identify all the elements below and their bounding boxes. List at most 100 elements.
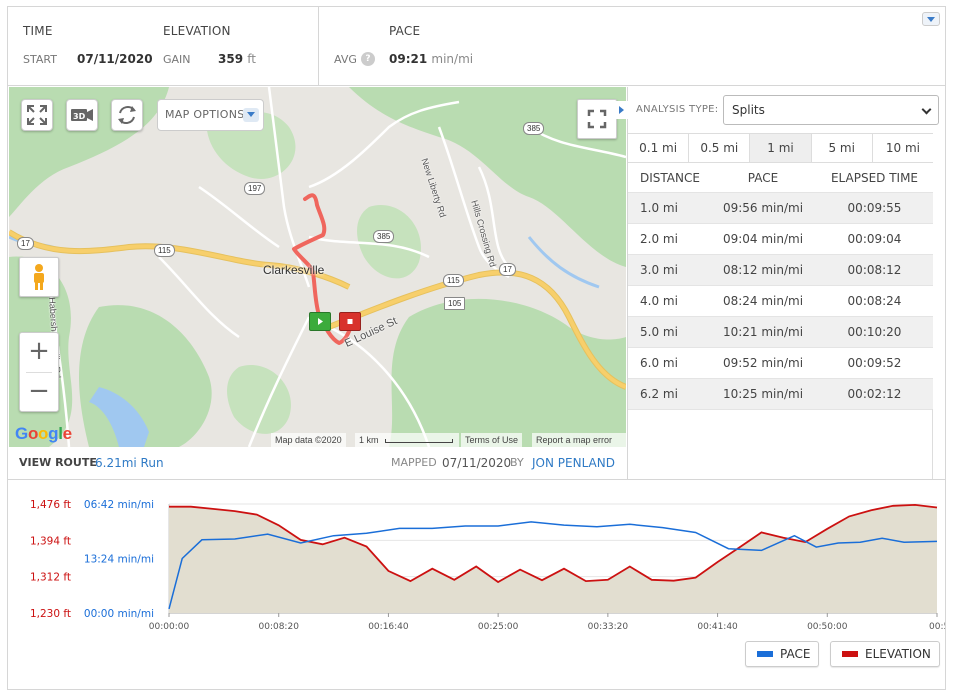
mapped-date: 07/11/2020 <box>442 456 512 470</box>
analysis-type-select[interactable]: Splits <box>723 95 939 125</box>
analysis-type-label: ANALYSIS TYPE: <box>636 104 719 115</box>
table-row: 2.0 mi 09:04 min/mi 00:09:04 <box>628 224 933 255</box>
col-elapsed: ELAPSED TIME <box>830 171 919 185</box>
elevation-legend-toggle[interactable]: ELEVATION <box>830 641 940 667</box>
highway-shield: 197 <box>244 182 266 195</box>
street-view-button[interactable] <box>19 257 59 297</box>
tab-split-10[interactable]: 10 mi <box>885 141 920 155</box>
3d-camera-icon: 3D <box>71 109 93 121</box>
elevation-tick-label: 1,394 ft <box>30 535 71 547</box>
highway-shield: 385 <box>373 230 395 243</box>
x-tick-label: 00:33:20 <box>588 622 629 632</box>
route-map[interactable]: 385 197 385 17 115 115 17 105 Clarkesvil… <box>9 87 626 447</box>
terms-link[interactable]: Terms of Use <box>461 433 523 447</box>
pace-tick-label: 00:00 min/mi <box>84 608 154 620</box>
author-link[interactable]: JON PENLAND <box>532 456 615 470</box>
by-label: BY <box>510 456 524 469</box>
cell-distance: 1.0 mi <box>640 201 678 215</box>
col-distance: DISTANCE <box>640 171 700 185</box>
google-logo: Google <box>15 424 72 443</box>
zoom-in-button[interactable]: + <box>28 336 50 366</box>
elevation-series-line <box>169 503 938 584</box>
cell-pace: 09:52 min/mi <box>722 356 804 370</box>
pace-legend-label: PACE <box>780 647 811 661</box>
splits-table: DISTANCE PACE ELAPSED TIME 1.0 mi 09:56 m… <box>628 163 933 410</box>
highway-shield: 17 <box>17 237 34 250</box>
map-options-dropdown[interactable]: MAP OPTIONS <box>157 99 264 131</box>
tab-split-1[interactable]: 1 mi <box>750 134 812 162</box>
route-name-link[interactable]: 6.21mi Run <box>95 456 164 470</box>
cell-elapsed: 00:09:52 <box>847 356 902 370</box>
pace-label: PACE <box>389 24 421 38</box>
table-row: 5.0 mi 10:21 min/mi 00:10:20 <box>628 317 933 348</box>
mapped-label: MAPPED <box>391 456 437 469</box>
elevation-swatch <box>842 651 858 657</box>
end-marker[interactable] <box>339 312 361 331</box>
x-tick-label: 00:5 <box>929 622 945 632</box>
avg-label: AVG <box>334 53 357 66</box>
pace-swatch <box>757 651 773 657</box>
pace-legend-toggle[interactable]: PACE <box>745 641 820 667</box>
highway-shield: 105 <box>444 297 466 310</box>
cell-pace: 08:24 min/mi <box>722 294 804 308</box>
x-tick-label: 00:50:00 <box>807 622 848 632</box>
gain-label: GAIN <box>163 53 191 66</box>
tab-split-0-1[interactable]: 0.1 mi <box>628 134 690 162</box>
play-icon <box>318 318 323 325</box>
cell-distance: 4.0 mi <box>640 294 678 308</box>
table-row: 3.0 mi 08:12 min/mi 00:08:12 <box>628 255 933 286</box>
cell-distance: 2.0 mi <box>640 232 678 246</box>
chevron-down-icon <box>243 108 259 122</box>
view-route-label: VIEW ROUTE <box>19 456 97 469</box>
tab-split-5[interactable]: 5 mi <box>812 134 873 162</box>
svg-text:3D: 3D <box>73 112 86 121</box>
town-label: Clarkesville <box>263 263 325 277</box>
stop-icon <box>347 319 353 324</box>
map-attribution[interactable]: Map data ©2020 <box>271 433 346 447</box>
table-row: 6.2 mi 10:25 min/mi 00:02:12 <box>628 379 933 410</box>
collapse-summary-button[interactable] <box>922 12 940 26</box>
cell-distance: 6.0 mi <box>640 356 678 370</box>
table-row: 4.0 mi 08:24 min/mi 00:08:24 <box>628 286 933 317</box>
rotate-icon <box>118 106 136 124</box>
expand-map-arrow-icon[interactable] <box>616 101 628 119</box>
highway-shield: 385 <box>523 122 545 135</box>
elevation-area <box>169 504 937 613</box>
start-marker[interactable] <box>309 312 331 331</box>
summary-divider <box>318 7 319 86</box>
highway-shield: 115 <box>154 244 175 257</box>
cell-distance: 5.0 mi <box>640 325 678 339</box>
start-label: START <box>23 53 57 66</box>
elevation-legend-label: ELEVATION <box>865 647 931 661</box>
map-options-label: MAP OPTIONS <box>165 108 245 121</box>
table-row: 6.0 mi 09:52 min/mi 00:09:52 <box>628 348 933 379</box>
3d-view-button[interactable]: 3D <box>66 99 98 131</box>
time-label: TIME <box>23 24 53 38</box>
help-icon[interactable]: ? <box>361 52 375 66</box>
map-scale[interactable]: 1 km <box>355 433 459 447</box>
tab-split-0-5[interactable]: 0.5 mi <box>689 134 751 162</box>
pace-tick-label: 13:24 min/mi <box>84 554 154 566</box>
scale-bar <box>385 439 453 443</box>
analysis-type-value: Splits <box>732 103 765 117</box>
x-tick-label: 00:25:00 <box>478 622 519 632</box>
cell-pace: 10:21 min/mi <box>722 325 804 339</box>
elevation-tick-label: 1,230 ft <box>30 608 71 620</box>
fullscreen-button[interactable] <box>21 99 53 131</box>
activity-panel: TIME START 07/11/2020 ELEVATION GAIN 359… <box>7 6 946 690</box>
cell-elapsed: 00:10:20 <box>847 325 902 339</box>
zoom-out-button[interactable]: − <box>28 376 50 406</box>
expand-icon <box>27 105 47 125</box>
chevron-down-icon <box>921 104 932 115</box>
zoom-divider <box>26 372 52 373</box>
cell-pace: 08:12 min/mi <box>722 263 804 277</box>
elevation-pace-graph[interactable]: 1,476 ft 1,394 ft 1,312 ft 1,230 ft 06:42 mi… <box>8 479 945 690</box>
table-header: DISTANCE PACE ELAPSED TIME <box>628 163 933 193</box>
cell-elapsed: 00:09:55 <box>847 201 902 215</box>
rotate-view-button[interactable] <box>111 99 143 131</box>
map-fullscreen-button[interactable] <box>577 99 617 139</box>
split-interval-tabs: 0.1 mi 0.5 mi 1 mi 5 mi 10 mi <box>628 133 933 163</box>
elevation-label: ELEVATION <box>163 24 231 38</box>
report-error-link[interactable]: Report a map error <box>532 433 626 447</box>
cell-elapsed: 00:02:12 <box>847 387 902 401</box>
